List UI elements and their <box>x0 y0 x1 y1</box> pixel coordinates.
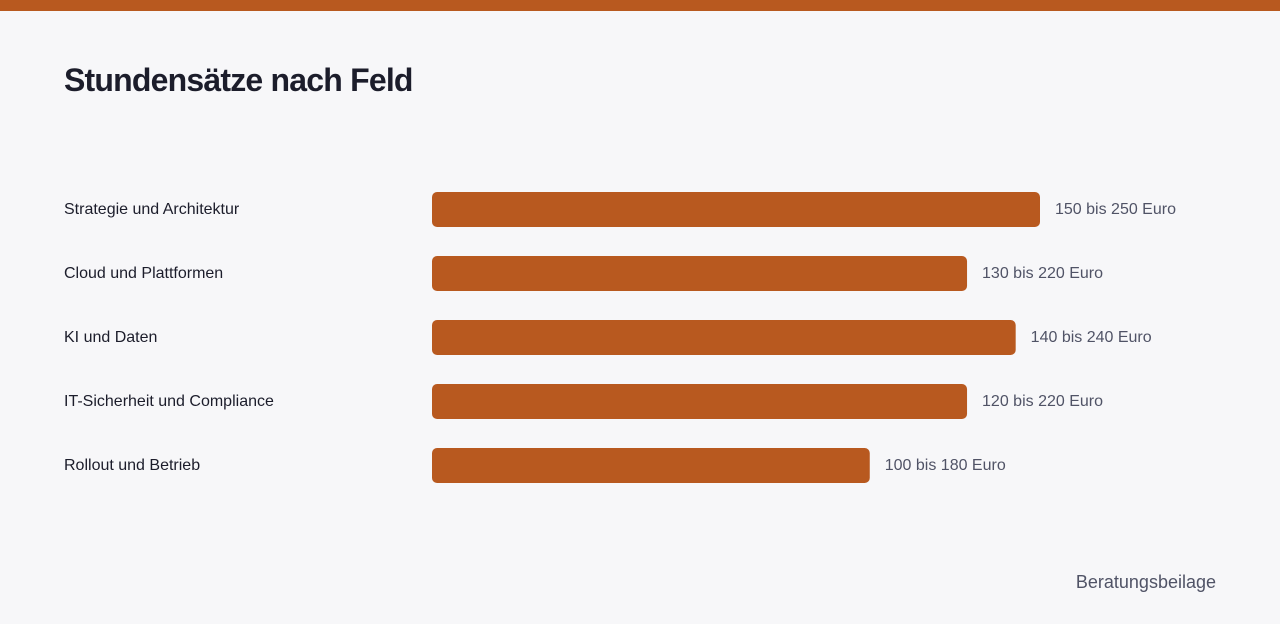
top-accent-stripe <box>0 0 1280 11</box>
data-label: 140 bis 240 Euro <box>1031 329 1152 346</box>
category-label: KI und Daten <box>64 329 157 346</box>
data-label: 100 bis 180 Euro <box>885 457 1006 474</box>
bar <box>432 192 1040 227</box>
category-label: Cloud und Plattformen <box>64 265 223 282</box>
category-label: IT-Sicherheit und Compliance <box>64 393 274 410</box>
data-label: 120 bis 220 Euro <box>982 393 1103 410</box>
bar <box>432 448 870 483</box>
data-label: 150 bis 250 Euro <box>1055 201 1176 218</box>
bar <box>432 256 968 291</box>
bar <box>432 384 968 419</box>
category-label: Strategie und Architektur <box>64 201 240 218</box>
footer-note: Beratungsbeilage <box>1075 572 1216 592</box>
category-label: Rollout und Betrieb <box>64 457 200 474</box>
bar <box>432 320 1016 355</box>
data-label: 130 bis 220 Euro <box>982 265 1103 282</box>
chart-title: Stundensätze nach Feld <box>64 62 413 98</box>
